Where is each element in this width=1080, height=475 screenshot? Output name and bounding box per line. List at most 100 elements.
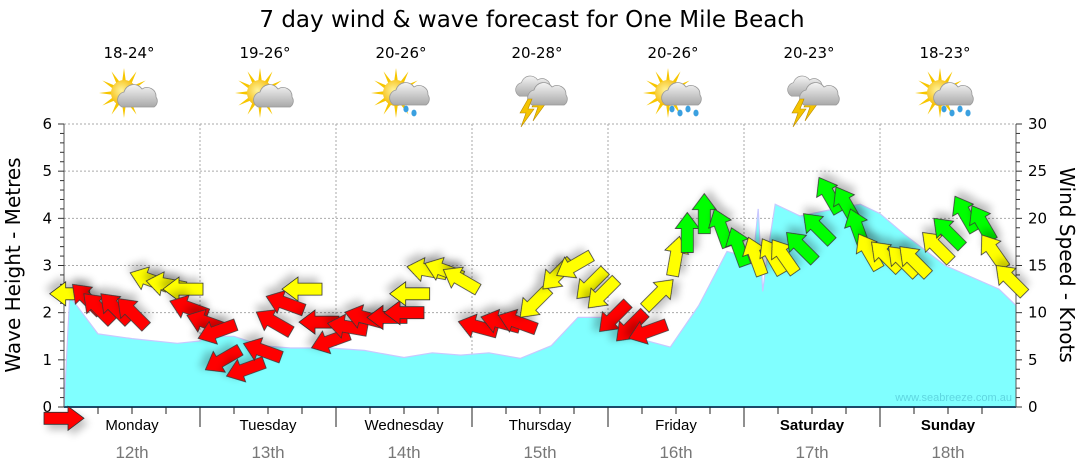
wind-arrow xyxy=(43,405,85,432)
wind-arrow-shape xyxy=(855,233,885,273)
left-tick-label: 3 xyxy=(42,257,52,275)
sun-ray-icon xyxy=(918,97,931,106)
lightning-icon xyxy=(519,98,535,128)
sun-ray-icon xyxy=(666,104,670,118)
day-date-label: 14th xyxy=(387,443,420,462)
wind-arrow xyxy=(587,274,622,309)
cloud-shape xyxy=(799,82,840,106)
rain-drop-icon xyxy=(685,105,691,113)
wind-arrow-shape xyxy=(298,309,340,335)
sun-ray-icon xyxy=(122,68,126,82)
day-name-label: Saturday xyxy=(780,417,845,434)
wind-arrow xyxy=(995,264,1030,299)
rain-drop-icon xyxy=(403,105,409,113)
wind-arrow-shape xyxy=(899,246,933,280)
wind-arrow-shape xyxy=(442,266,482,296)
sun-ray-icon xyxy=(258,104,262,118)
wind-arrow-shape xyxy=(786,231,820,266)
sun-ray-icon xyxy=(394,104,398,118)
rain-drop-icon xyxy=(965,109,971,117)
day-date-label: 16th xyxy=(659,443,692,462)
sun-ray-icon xyxy=(99,91,113,95)
day-name-label: Wednesday xyxy=(365,417,444,434)
wind-arrow-shape xyxy=(242,337,284,364)
wind-arrow xyxy=(242,337,284,364)
wind-arrow xyxy=(442,266,482,296)
cloud-shape xyxy=(117,84,158,108)
sun-ray-icon xyxy=(374,80,387,89)
cloud-icon xyxy=(661,82,702,106)
rain-drop-icon xyxy=(957,105,963,113)
cloud-icon xyxy=(389,82,430,106)
day-name-label: Thursday xyxy=(509,417,572,434)
left-tick-label: 6 xyxy=(42,115,52,133)
wind-arrow-series xyxy=(43,176,1030,432)
wind-arrow-shape xyxy=(599,298,633,333)
sun-ray-icon xyxy=(938,68,942,82)
sun-ray-icon xyxy=(927,71,936,84)
right-tick-label: 5 xyxy=(1028,351,1038,369)
sun-ray-icon xyxy=(383,71,392,84)
temperature-range: 20-26° xyxy=(375,44,426,62)
rain-drop-icon xyxy=(669,105,675,113)
day-labels: Monday 12th Tuesday 13th Wednesday 14th Thursd… xyxy=(105,417,975,462)
wind-arrow-shape xyxy=(725,227,752,268)
sun-ray-icon xyxy=(235,91,249,95)
sun-ray-icon xyxy=(672,71,681,84)
temperature-range: 19-26° xyxy=(239,44,290,62)
wind-arrow-shape xyxy=(674,211,701,253)
day-date-label: 18th xyxy=(931,443,964,462)
wind-arrow xyxy=(117,298,151,332)
sun-ray-icon xyxy=(238,97,251,106)
right-tick-label: 25 xyxy=(1028,162,1047,180)
sun-ray-icon xyxy=(258,68,262,82)
left-tick-label: 5 xyxy=(42,162,52,180)
wind-arrow-shape xyxy=(771,239,801,277)
day-date-label: 15th xyxy=(523,443,556,462)
day-date-label: 17th xyxy=(795,443,828,462)
cloud-shape xyxy=(389,82,430,106)
thunderstorm-weather-icon xyxy=(515,75,568,128)
sun-ray-icon xyxy=(666,68,670,82)
right-tick-label: 20 xyxy=(1028,209,1047,227)
wind-arrow xyxy=(933,217,967,252)
partly-cloudy-weather-icon xyxy=(99,68,158,118)
sun-ray-icon xyxy=(247,102,256,115)
wind-arrow-shape xyxy=(204,344,244,373)
cloud-icon xyxy=(933,82,974,106)
sun-shower-weather-icon xyxy=(371,68,430,118)
wind-arrow-shape xyxy=(519,284,554,318)
wind-arrow-shape xyxy=(197,318,239,345)
wind-arrow-shape xyxy=(803,213,837,247)
wind-arrow-shape xyxy=(922,231,956,266)
right-tick-label: 10 xyxy=(1028,304,1047,322)
sun-ray-icon xyxy=(111,71,120,84)
temperature-range: 20-28° xyxy=(511,44,562,62)
sun-ray-icon xyxy=(646,97,659,106)
temperature-range: 18-24° xyxy=(103,44,154,62)
sun-ray-icon xyxy=(371,91,385,95)
lightning-icon xyxy=(791,98,807,128)
wind-arrow-shape xyxy=(265,289,307,317)
wind-arrow xyxy=(389,280,431,307)
wind-arrow-shape xyxy=(225,356,267,383)
sun-ray-icon xyxy=(374,97,387,106)
sun-ray-icon xyxy=(128,71,137,84)
sun-ray-icon xyxy=(394,68,398,82)
wind-arrow xyxy=(162,276,204,302)
wind-arrow-shape xyxy=(640,279,674,313)
wind-arrow-shape xyxy=(117,298,151,332)
left-axis-label: Wave Height - Metres xyxy=(1,157,25,372)
wind-arrow xyxy=(204,344,244,373)
cloud-shape xyxy=(253,84,294,108)
day-name-label: Monday xyxy=(105,417,159,434)
wind-arrow xyxy=(298,309,340,335)
chart-title: 7 day wind & wave forecast for One Mile … xyxy=(259,7,804,33)
sun-ray-icon xyxy=(927,102,936,115)
temperature-range: 18-23° xyxy=(919,44,970,62)
wind-arrow xyxy=(383,299,425,326)
wind-arrow-shape xyxy=(933,217,967,252)
wind-arrow xyxy=(771,239,801,277)
left-tick-label: 1 xyxy=(42,351,52,369)
